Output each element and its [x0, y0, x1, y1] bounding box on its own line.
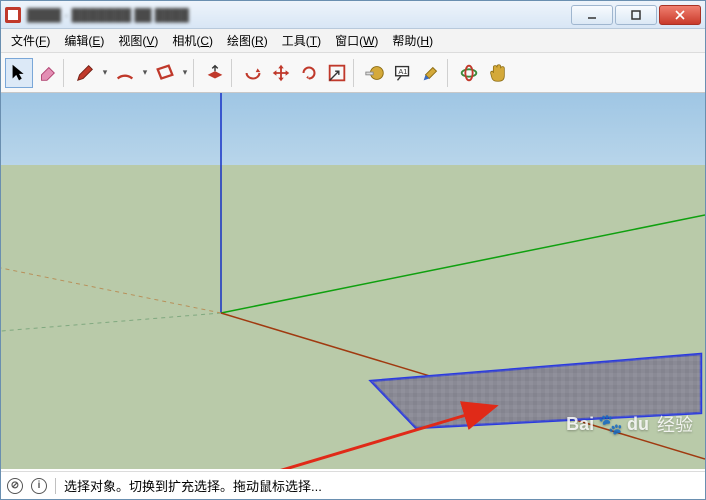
menu-t[interactable]: 工具(T) [276, 30, 327, 51]
rectangle-tool[interactable] [151, 58, 179, 88]
paw-icon: 🐾 [598, 412, 623, 437]
orbit-tool[interactable] [455, 58, 483, 88]
eraser-tool[interactable] [33, 58, 61, 88]
menu-h[interactable]: 帮助(H) [386, 30, 439, 51]
app-window: ████ · ███████ ██ ████ 文件(F)编辑(E)视图(V)相机… [0, 0, 706, 500]
scale-tool[interactable] [323, 58, 351, 88]
maximize-button[interactable] [615, 5, 657, 25]
menu-f[interactable]: 文件(F) [5, 30, 56, 51]
text-tool[interactable]: A1 [389, 58, 417, 88]
menu-v[interactable]: 视图(V) [112, 30, 164, 51]
offset-tool[interactable] [239, 58, 267, 88]
toolbar-separator [193, 59, 199, 87]
app-icon [5, 7, 21, 23]
paint-tool[interactable] [417, 58, 445, 88]
watermark-brand: Bai [566, 414, 594, 435]
window-title: ████ · ███████ ██ ████ [27, 8, 569, 22]
toolbar-separator [353, 59, 359, 87]
statusbar: ⊘ i 选择对象。切换到扩充选择。拖动鼠标选择... [1, 471, 705, 499]
rectangle-tool-dropdown[interactable] [179, 67, 191, 78]
minimize-button[interactable] [571, 5, 613, 25]
toolbar-separator [231, 59, 237, 87]
move-tool[interactable] [267, 58, 295, 88]
menu-w[interactable]: 窗口(W) [329, 30, 384, 51]
menubar: 文件(F)编辑(E)视图(V)相机(C)绘图(R)工具(T)窗口(W)帮助(H) [1, 29, 705, 53]
status-separator [55, 478, 56, 494]
arc-tool-dropdown[interactable] [139, 67, 151, 78]
viewport[interactable]: Bai🐾du 经验 [1, 93, 705, 471]
info-icon[interactable]: i [31, 478, 47, 494]
geolocation-icon[interactable]: ⊘ [7, 478, 23, 494]
toolbar-separator [447, 59, 453, 87]
rotate-tool[interactable] [295, 58, 323, 88]
window-controls [569, 5, 701, 25]
pan-tool[interactable] [483, 58, 511, 88]
watermark: Bai🐾du 经验 [566, 411, 693, 437]
watermark-brand2: du [627, 414, 649, 435]
menu-r[interactable]: 绘图(R) [221, 30, 274, 51]
pencil-tool-dropdown[interactable] [99, 67, 111, 78]
arc-tool[interactable] [111, 58, 139, 88]
pencil-tool[interactable] [71, 58, 99, 88]
toolbar: A1 [1, 53, 705, 93]
menu-c[interactable]: 相机(C) [166, 30, 219, 51]
titlebar: ████ · ███████ ██ ████ [1, 1, 705, 29]
close-button[interactable] [659, 5, 701, 25]
status-text: 选择对象。切换到扩充选择。拖动鼠标选择... [64, 476, 322, 495]
select-tool[interactable] [5, 58, 33, 88]
watermark-suffix: 经验 [657, 411, 693, 437]
svg-text:A1: A1 [398, 66, 407, 75]
pushpull-tool[interactable] [201, 58, 229, 88]
menu-e[interactable]: 编辑(E) [58, 30, 110, 51]
toolbar-separator [63, 59, 69, 87]
tape-tool[interactable] [361, 58, 389, 88]
